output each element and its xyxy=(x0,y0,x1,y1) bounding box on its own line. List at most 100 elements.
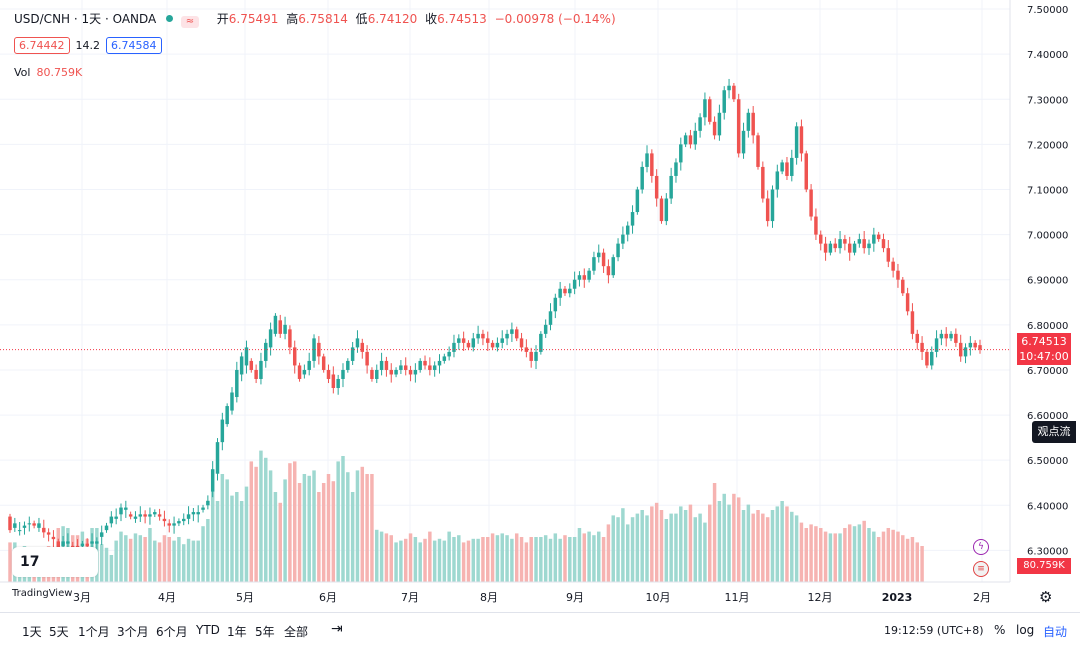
price-axis[interactable]: 6.30000 6.40000 6.50000 6.60000 6.70000 6.800… xyxy=(1027,5,1068,557)
close-label: 收 xyxy=(425,12,438,26)
candle xyxy=(80,543,85,546)
volume-bar xyxy=(220,474,225,582)
timeframe-5y[interactable]: 5年 xyxy=(255,625,275,639)
x-tick-label: 6月 xyxy=(319,591,337,604)
volume-bar xyxy=(336,461,340,582)
volume-bar xyxy=(524,542,529,582)
candle xyxy=(46,532,51,535)
volume-bar xyxy=(553,533,558,582)
log-toggle[interactable]: log xyxy=(1016,623,1035,637)
volume-bar xyxy=(442,540,447,582)
candle xyxy=(635,189,640,213)
candle xyxy=(104,525,109,531)
volume-bar xyxy=(167,537,171,582)
volume-bar xyxy=(514,533,519,582)
volume-bar xyxy=(249,461,254,582)
symbol-title[interactable]: USD/CNH · 1天 · OANDA xyxy=(14,12,157,26)
volume-bar xyxy=(510,538,514,582)
time-axis[interactable]: 3月 4月 5月 6月 7月 8月 9月 10月 11月 12月 2023 2月 xyxy=(73,591,991,604)
settings-gear-icon[interactable]: ⚙ xyxy=(1039,588,1053,606)
candle xyxy=(138,514,143,517)
volume-bar xyxy=(625,524,630,582)
timeframe-all[interactable]: 全部 xyxy=(284,625,309,639)
volume-bar xyxy=(413,537,418,582)
candle xyxy=(650,153,654,176)
candle xyxy=(790,157,794,176)
candle xyxy=(162,518,167,522)
us-flag-event-icon[interactable]: ≡ xyxy=(973,561,989,577)
volume-bar xyxy=(157,542,162,582)
timeframe-3m[interactable]: 3个月 xyxy=(117,625,149,639)
volume-bar xyxy=(780,501,784,582)
volume-bar xyxy=(683,510,688,582)
timeframe-1y[interactable]: 1年 xyxy=(227,625,247,639)
volume-bar xyxy=(857,524,862,582)
candle xyxy=(379,360,384,370)
date-range-icon[interactable]: ⇥ xyxy=(331,621,343,637)
timeframe-1d[interactable]: 1天 xyxy=(22,625,42,639)
wave-icon[interactable]: ≈ xyxy=(180,16,199,28)
auto-toggle[interactable]: 自动 xyxy=(1043,625,1068,639)
candle xyxy=(215,442,220,474)
y-tick-label: 6.90000 xyxy=(1027,276,1068,287)
candle xyxy=(944,333,948,339)
candle xyxy=(278,320,282,334)
ideas-stream-button[interactable]: 观点流 xyxy=(1032,421,1076,443)
candle xyxy=(37,523,41,528)
volume-bar xyxy=(601,537,606,582)
x-tick-label: 9月 xyxy=(566,591,584,604)
candle xyxy=(375,369,379,379)
volume-bar xyxy=(8,542,12,582)
volume-bar xyxy=(162,535,167,582)
tradingview-logo[interactable]: 17 TradingView xyxy=(12,547,98,599)
percent-toggle[interactable]: % xyxy=(994,623,1006,637)
volume-bar xyxy=(558,538,562,582)
candle xyxy=(370,369,374,379)
volume-bar xyxy=(418,542,422,582)
candle xyxy=(283,324,287,334)
candle xyxy=(312,338,316,361)
volume-bar xyxy=(360,466,365,582)
candle xyxy=(201,507,205,510)
ask-button[interactable]: 6.74584 xyxy=(106,37,162,54)
volume-bar xyxy=(679,506,683,582)
bid-button[interactable]: 6.74442 xyxy=(14,37,70,54)
volume-bar xyxy=(201,526,205,582)
volume-bar xyxy=(153,540,157,582)
y-tick-label: 6.60000 xyxy=(1027,411,1068,422)
volume-bar xyxy=(297,483,302,582)
price-chart[interactable]: 6.30000 6.40000 6.50000 6.60000 6.70000 6.800… xyxy=(0,0,1080,612)
candle xyxy=(775,171,780,190)
candle xyxy=(828,243,833,253)
candle xyxy=(42,527,46,533)
lightning-event-icon[interactable]: ϟ xyxy=(973,539,989,555)
timeframe-ytd[interactable]: YTD xyxy=(196,623,220,637)
timeframe-6m[interactable]: 6个月 xyxy=(156,625,188,639)
volume-bar xyxy=(770,510,775,582)
volume-bar xyxy=(867,528,871,582)
volume-bar xyxy=(534,537,538,582)
candle xyxy=(645,153,649,167)
volume-bar xyxy=(881,531,886,582)
clock-timezone[interactable]: 19:12:59 (UTC+8) xyxy=(884,624,984,637)
timeframe-1m[interactable]: 1个月 xyxy=(78,625,110,639)
volume-bar xyxy=(761,513,765,582)
volume-bar xyxy=(886,528,891,582)
volume-bar xyxy=(896,531,900,582)
grid-lines xyxy=(0,0,1010,582)
candle xyxy=(915,333,920,343)
candle xyxy=(225,406,229,425)
candle xyxy=(514,329,519,339)
candle xyxy=(611,257,615,276)
candle xyxy=(235,369,239,398)
candle xyxy=(196,512,200,515)
candle xyxy=(978,345,982,350)
candle xyxy=(66,541,70,544)
volume-bar xyxy=(741,510,746,582)
volume-bar xyxy=(640,510,644,582)
volume-bar xyxy=(375,529,379,582)
candle xyxy=(577,275,582,280)
candle xyxy=(326,369,331,379)
timeframe-5d[interactable]: 5天 xyxy=(49,625,69,639)
candle xyxy=(447,351,451,357)
